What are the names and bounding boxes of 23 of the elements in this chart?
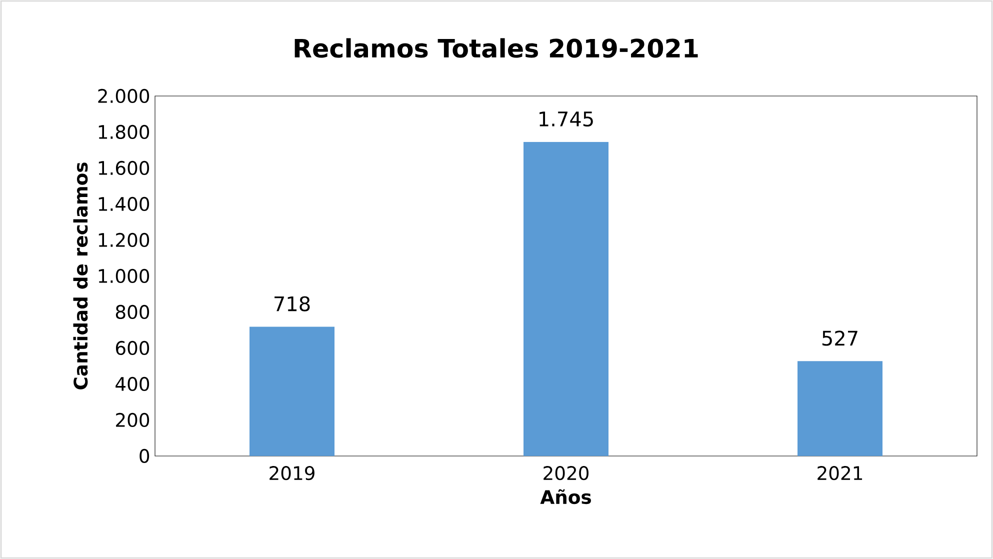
data-label: 718 bbox=[274, 296, 310, 312]
y-tick-label: 2.000 bbox=[98, 88, 150, 104]
y-tick-label: 1.200 bbox=[98, 232, 150, 248]
y-tick-label: 200 bbox=[116, 412, 150, 428]
x-tick-label: 2019 bbox=[270, 466, 314, 480]
data-label: 1.745 bbox=[540, 112, 593, 127]
x-axis-title: Años bbox=[540, 489, 591, 504]
data-label: 527 bbox=[822, 330, 858, 346]
y-tick-label: 1.800 bbox=[98, 124, 150, 140]
y-tick-label: 600 bbox=[116, 340, 150, 356]
chart-title: Reclamos Totales 2019-2021 bbox=[294, 38, 698, 58]
bar bbox=[250, 326, 334, 456]
y-tick-label: 1.600 bbox=[98, 160, 150, 176]
y-axis-title: Cantidad de reclamos bbox=[73, 162, 88, 390]
y-tick-label: 1.000 bbox=[98, 268, 150, 284]
y-tick-label: 1.400 bbox=[98, 196, 150, 212]
y-tick-label: 0 bbox=[140, 448, 150, 464]
bar bbox=[524, 142, 608, 456]
y-tick-label: 800 bbox=[116, 304, 150, 320]
x-tick-label: 2021 bbox=[818, 466, 862, 480]
x-tick-label: 2020 bbox=[544, 466, 589, 480]
y-tick-label: 400 bbox=[116, 376, 150, 392]
bar bbox=[798, 361, 882, 456]
